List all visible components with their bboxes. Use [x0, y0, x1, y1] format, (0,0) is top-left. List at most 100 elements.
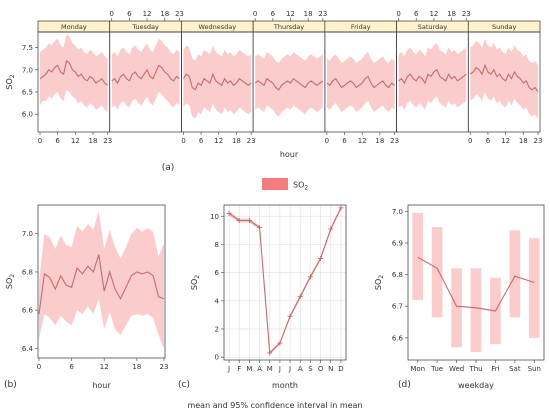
facet-xtick-label: 6 — [271, 10, 276, 18]
facet-saturday: Saturday 0 6 12 18 23 — [396, 10, 471, 133]
xtick-label: 18 — [132, 363, 141, 371]
facet-xtick-label: 6 — [55, 137, 60, 145]
panel-a-ytick-label: 6.0 — [22, 111, 33, 119]
mean-line — [38, 254, 165, 315]
confidence-band — [470, 38, 538, 119]
ytick-label: 6.8 — [22, 268, 33, 276]
confidence-band — [40, 34, 108, 112]
panel-a-ytick-label: 7.5 — [22, 44, 33, 52]
ytick-label: 6.6 — [392, 334, 404, 342]
facet-frame — [467, 31, 541, 133]
xtick-label: 0 — [37, 363, 41, 371]
facet-xtick-label: 12 — [214, 137, 223, 145]
ci-bar — [412, 212, 424, 300]
panel-b-label: (b) — [4, 380, 17, 390]
facet-xtick-label: 23 — [318, 10, 327, 18]
xtick-label: N — [328, 365, 333, 373]
panel-a-hourly-by-weekday: 6.0 6.5 7.0 7.5 SO2 Monday 0 6 12 18 23 Tuesday 0 6 12… — [5, 10, 542, 159]
ytick-label: 4 — [215, 297, 220, 305]
facet-monday: Monday 0 6 12 18 23 — [37, 20, 112, 145]
facet-strip-label: Saturday — [418, 23, 447, 31]
xtick-label: A — [257, 365, 262, 373]
facet-strip-label: Monday — [61, 23, 87, 31]
facet-wednesday: Wednesday 0 6 12 18 23 — [181, 20, 256, 145]
facet-strip-label: Thursday — [273, 23, 304, 31]
facet-xtick-label: 18 — [375, 137, 384, 145]
panel-b-hour: 6.4 6.6 6.8 7.0 0 6 12 18 23 SO2 hour — [5, 204, 169, 390]
panel-d-weekday: 6.6 6.7 6.8 6.9 7.0 Mon Tue Wed Thu Fri Sat Sun SO2 w… — [374, 204, 545, 390]
xtick-label: D — [338, 365, 343, 373]
legend: SO2 — [262, 178, 308, 192]
xlabel: weekday — [458, 381, 494, 390]
legend-swatch — [262, 178, 288, 190]
panel-a-ylabel-text: SO — [5, 78, 14, 89]
facet-sunday: Sunday 0 6 12 18 23 — [467, 20, 543, 145]
xtick-label: M — [267, 365, 273, 373]
facet-xtick-label: 18 — [519, 137, 528, 145]
confidence-band — [229, 205, 341, 355]
facet-xtick-label: 0 — [38, 137, 42, 145]
confidence-band — [326, 52, 395, 112]
xtick-label: Wed — [449, 365, 464, 373]
ylabel-sub: 2 — [378, 275, 385, 279]
mean-line — [254, 77, 324, 91]
ytick-label: 2 — [215, 326, 219, 334]
panel-a-ylabel: SO2 — [5, 74, 16, 89]
mean-line — [228, 207, 342, 355]
panel-a-ylabel-sub: 2 — [9, 74, 16, 78]
facet-xtick-label: 0 — [325, 137, 329, 145]
xtick-label: Fri — [491, 365, 499, 373]
mean-line — [111, 64, 180, 85]
facet-xtick-label: 0 — [468, 137, 472, 145]
facet-xtick-label: 12 — [501, 137, 510, 145]
xtick-label: O — [318, 365, 324, 373]
legend-label: SO2 — [293, 181, 308, 192]
facet-xtick-label: 6 — [127, 10, 132, 18]
facet-xtick-label: 18 — [304, 10, 313, 18]
facet-xtick-label: 23 — [175, 10, 184, 18]
facet-xtick-label: 12 — [358, 137, 367, 145]
panel-a-ytick-label: 7.0 — [22, 66, 33, 74]
xtick-label: Mon — [410, 365, 425, 373]
ylabel-text: SO — [5, 278, 14, 289]
xtick-label: J — [278, 365, 281, 373]
xtick-label: J — [227, 365, 230, 373]
xtick-label: J — [288, 365, 291, 373]
plot-frame — [37, 204, 166, 359]
mean-line — [417, 256, 535, 312]
ytick-label: 10 — [210, 213, 219, 221]
xtick-label: Sat — [509, 365, 521, 373]
facet-xtick-label: 0 — [109, 10, 113, 18]
ytick-label: 6.4 — [22, 345, 34, 353]
facet-strip-label: Friday — [351, 23, 371, 31]
xtick-label: 6 — [69, 363, 74, 371]
facet-xtick-label: 18 — [447, 10, 456, 18]
ytick-label: 6.9 — [392, 239, 403, 247]
ci-bar — [509, 230, 521, 318]
facet-xtick-label: 0 — [396, 10, 400, 18]
facet-strip-label: Tuesday — [131, 23, 159, 31]
facet-friday: Friday 0 6 12 18 23 — [324, 20, 399, 145]
xtick-label: A — [298, 365, 303, 373]
xtick-label: 23 — [160, 363, 169, 371]
ytick-label: 8 — [215, 241, 219, 249]
mean-line — [398, 68, 467, 85]
ytick-label: 6.6 — [22, 307, 34, 315]
ytick-label: 6 — [215, 269, 220, 277]
ylabel-sub: 2 — [194, 275, 201, 279]
facet-strip-label: Sunday — [492, 23, 516, 31]
facet-tuesday: Tuesday 0 6 12 18 23 — [109, 10, 184, 133]
facet-xtick-label: 12 — [429, 10, 438, 18]
xtick-label: M — [246, 365, 252, 373]
ylabel: SO2 — [374, 275, 385, 290]
ylabel-text: SO — [374, 279, 383, 290]
ytick-label: 6.8 — [392, 271, 403, 279]
facet-xtick-label: 23 — [534, 137, 543, 145]
mean-line — [326, 75, 395, 89]
ytick-label: 0 — [215, 354, 219, 362]
facet-xtick-label: 18 — [160, 10, 169, 18]
mean-line — [182, 72, 252, 91]
xtick-label: Tue — [430, 365, 443, 373]
